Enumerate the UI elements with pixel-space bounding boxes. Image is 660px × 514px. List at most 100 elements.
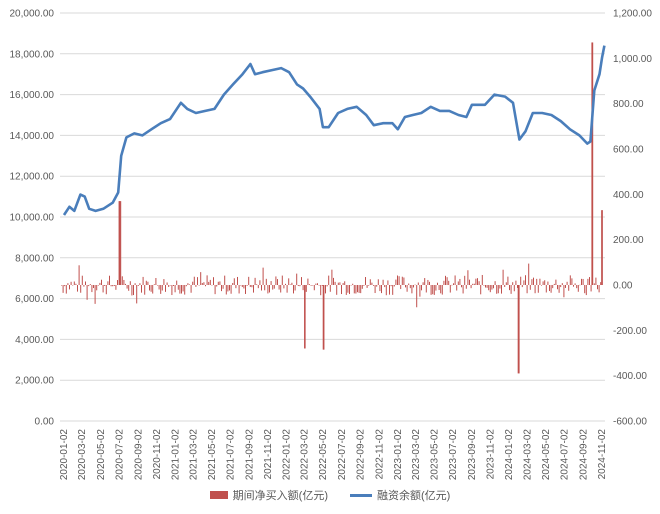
net-buy-bar <box>153 284 155 285</box>
net-buy-bar <box>413 285 414 288</box>
right-axis-tick-label: 200.00 <box>613 235 644 246</box>
net-buy-bar <box>161 285 163 291</box>
net-buy-bar <box>360 285 362 294</box>
net-buy-bar <box>565 285 566 288</box>
net-buy-bar <box>227 285 229 292</box>
net-buy-bar <box>73 281 75 285</box>
net-buy-bar <box>166 282 168 285</box>
net-buy-bar <box>333 277 334 285</box>
net-buy-bar <box>382 279 384 285</box>
net-buy-bar <box>203 282 205 285</box>
net-buy-bar <box>384 285 386 288</box>
net-buy-bar <box>504 285 506 287</box>
net-buy-bar <box>77 285 78 292</box>
net-buy-bar <box>342 283 344 285</box>
net-buy-bar <box>550 285 552 293</box>
net-buy-bar <box>113 285 115 287</box>
net-buy-bar <box>569 275 571 285</box>
net-buy-bar <box>424 278 426 285</box>
net-buy-bar <box>86 285 88 300</box>
x-axis-tick-label: 2020-09-02 <box>133 429 144 481</box>
net-buy-bar <box>459 278 461 285</box>
left-axis-tick-label: 0.00 <box>35 417 55 428</box>
net-buy-bar <box>297 285 299 287</box>
net-buy-bar <box>176 280 178 285</box>
net-buy-bar <box>145 280 147 285</box>
net-buy-bar <box>512 282 514 285</box>
legend-bar-swatch <box>209 491 228 499</box>
net-buy-bar <box>405 285 406 288</box>
net-buy-bar <box>222 285 224 289</box>
x-axis-tick-label: 2020-03-02 <box>77 429 88 481</box>
x-axis-tick-label: 2021-09-02 <box>244 429 255 481</box>
net-buy-bar <box>361 285 363 289</box>
net-buy-bar <box>309 284 310 285</box>
net-buy-bar <box>289 284 291 285</box>
net-buy-bar <box>142 276 144 285</box>
net-buy-bar <box>163 279 165 285</box>
net-buy-bar <box>69 285 70 290</box>
net-buy-bar <box>85 281 86 285</box>
net-buy-bar <box>261 285 262 291</box>
left-axis-tick-label: 8,000.00 <box>15 253 54 264</box>
net-buy-bar <box>216 285 218 287</box>
net-buy-bar <box>115 285 117 290</box>
net-buy-bar <box>419 285 421 297</box>
net-buy-bar <box>467 270 469 285</box>
net-buy-bar <box>398 276 400 285</box>
net-buy-bar <box>198 285 200 286</box>
net-buy-bar <box>181 285 182 294</box>
net-buy-bar <box>453 283 454 285</box>
net-buy-bar <box>209 279 211 285</box>
net-buy-bar <box>251 285 253 288</box>
net-buy-bar <box>531 279 533 285</box>
net-buy-bar <box>475 278 477 285</box>
net-buy-bar <box>102 285 104 293</box>
net-buy-bar <box>83 285 85 287</box>
net-buy-bar <box>574 283 576 285</box>
net-buy-bar <box>155 277 157 285</box>
gridlines <box>60 12 605 422</box>
net-buy-bar <box>112 285 114 287</box>
net-buy-bar <box>462 285 464 294</box>
net-buy-bar <box>473 283 475 285</box>
net-buy-bar <box>408 283 410 285</box>
net-buy-bar <box>449 285 451 293</box>
net-buy-bar <box>131 285 133 296</box>
net-buy-bar <box>104 285 106 287</box>
net-buy-bar <box>371 282 373 285</box>
net-buy-bar <box>272 285 274 290</box>
net-buy-bar <box>120 201 122 285</box>
net-buy-bar <box>584 285 586 294</box>
net-buy-bar <box>117 280 118 285</box>
axes: 0.00 2,000.00 4,000.00 6,000.00 8,000.00 10,0… <box>10 9 653 481</box>
net-buy-bar <box>502 269 504 285</box>
net-buy-bar <box>465 285 467 289</box>
net-buy-bar <box>481 274 483 285</box>
net-buy-bar <box>110 285 112 287</box>
net-buy-bar <box>598 285 600 293</box>
net-buy-bar <box>478 281 480 285</box>
net-buy-bar <box>438 285 440 291</box>
net-buy-bar <box>537 285 539 293</box>
x-axis-tick-label: 2024-09-02 <box>578 429 589 481</box>
net-buy-bar <box>591 42 593 285</box>
net-buy-bar <box>451 284 453 286</box>
net-buy-bar <box>321 285 323 286</box>
net-buy-bar <box>597 285 598 290</box>
x-axis-tick-label: 2021-11-02 <box>263 429 274 480</box>
net-buy-bar <box>525 275 526 285</box>
net-buy-bar <box>283 285 285 289</box>
net-buy-bar <box>448 280 450 285</box>
net-buy-bar <box>253 285 254 293</box>
net-buy-bar <box>585 285 587 296</box>
net-buy-bar <box>417 282 419 285</box>
net-buy-bar <box>392 285 394 295</box>
net-buy-bar <box>144 285 146 295</box>
net-buy-bar <box>358 285 360 293</box>
net-buy-bar <box>192 281 194 285</box>
net-buy-bar <box>395 279 397 285</box>
net-buy-bar <box>126 285 128 289</box>
left-axis-tick-label: 4,000.00 <box>15 335 54 346</box>
dual-axis-chart: 0.00 2,000.00 4,000.00 6,000.00 8,000.00 10,0… <box>10 9 653 481</box>
